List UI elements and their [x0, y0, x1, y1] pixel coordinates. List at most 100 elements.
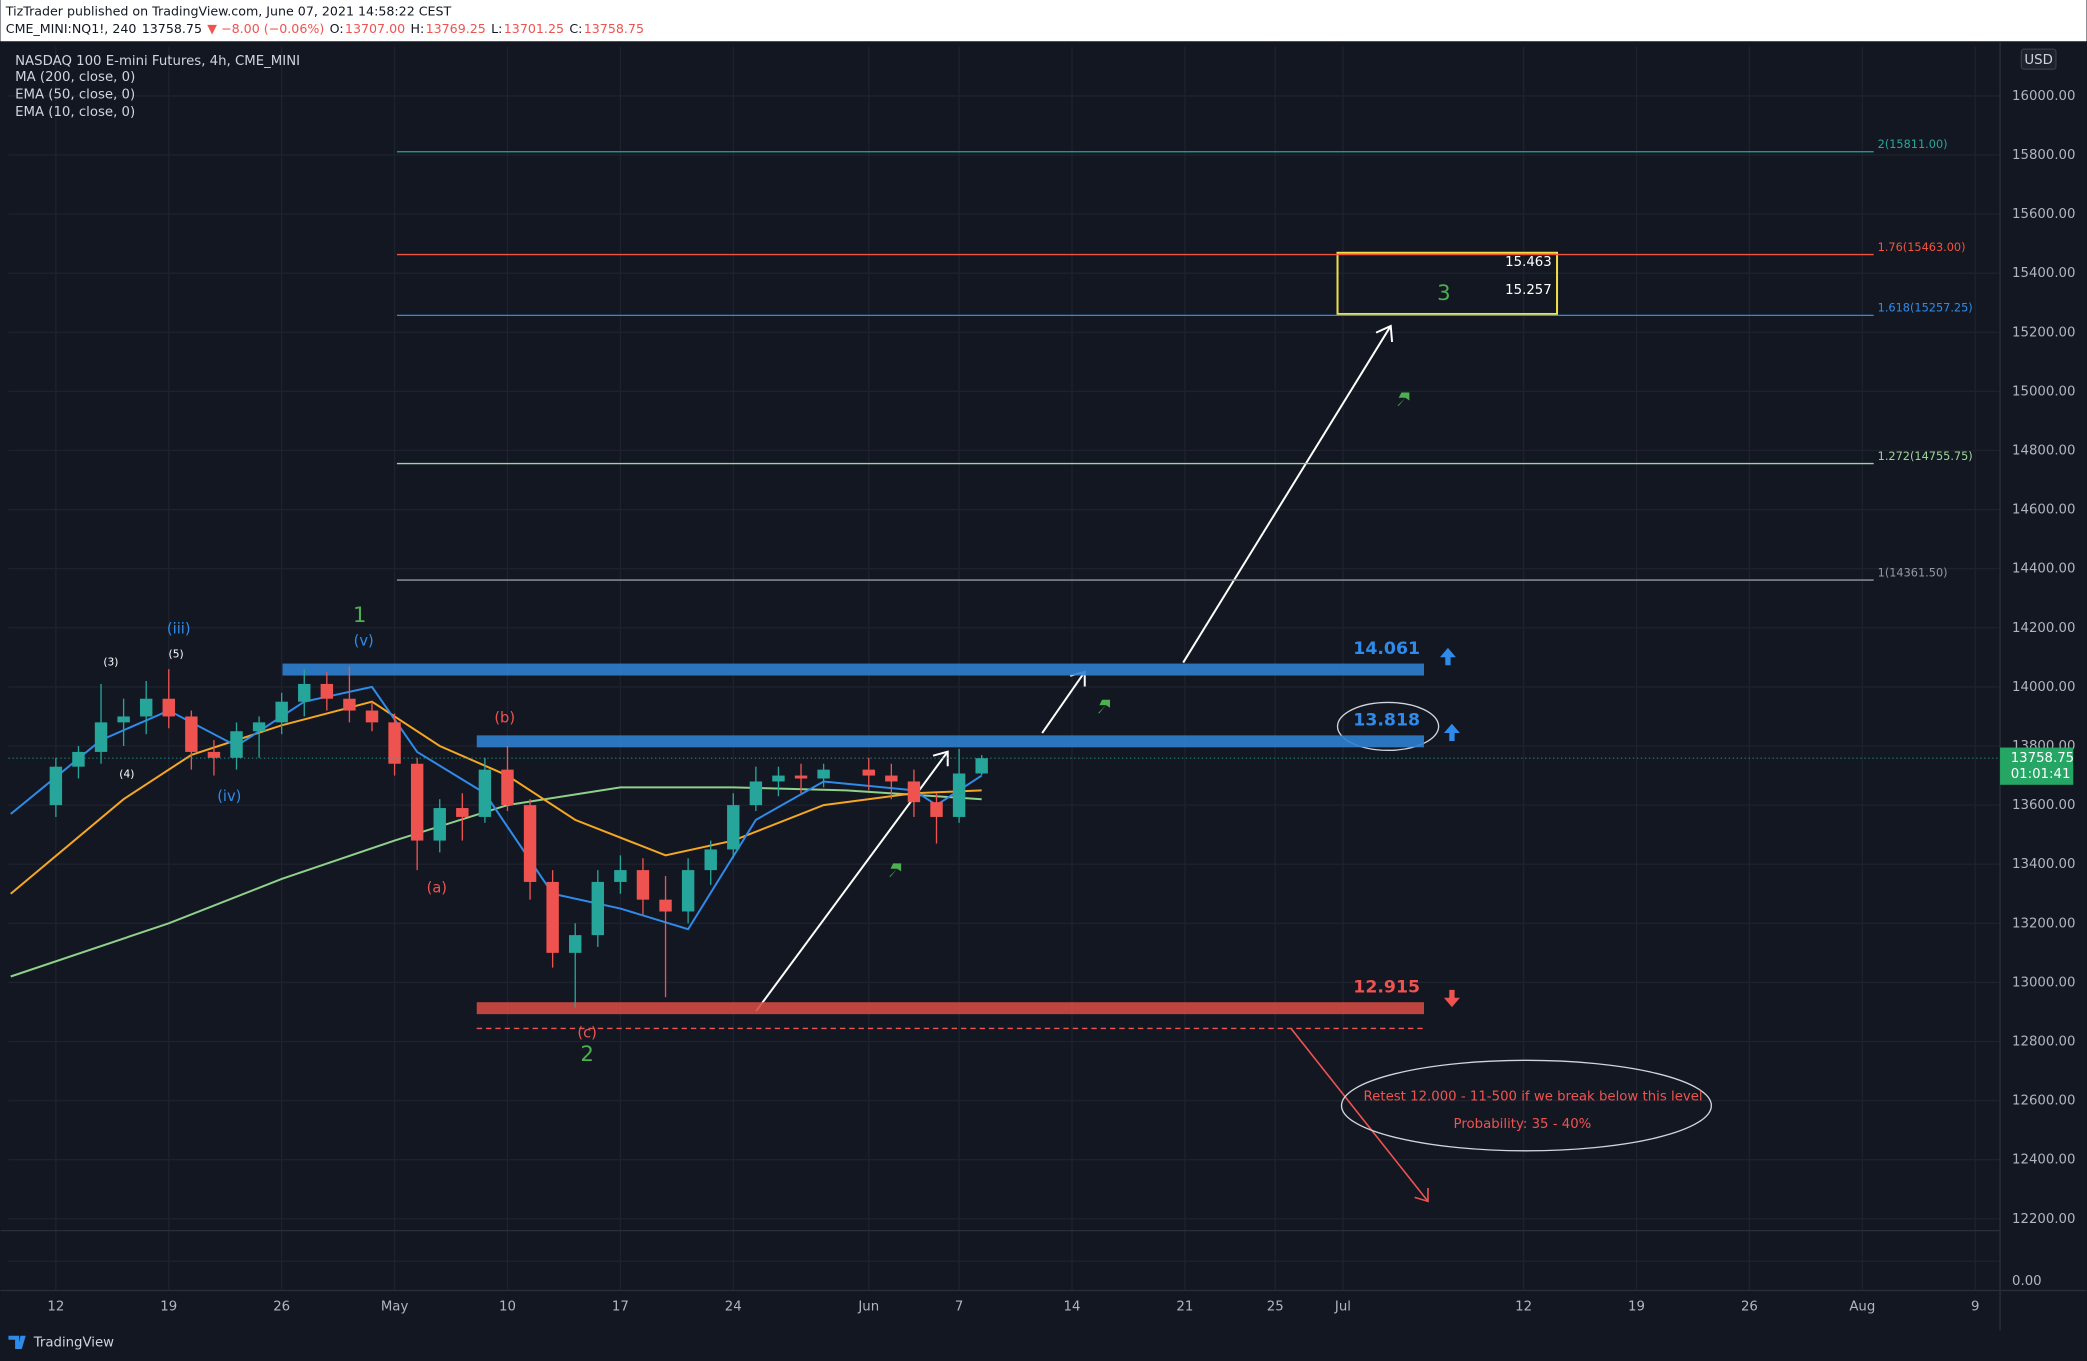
header-text: 13769.25: [426, 21, 486, 36]
y-tick-label: 12800.00: [2012, 1035, 2075, 1050]
legend-item: EMA (50, close, 0): [15, 87, 135, 102]
y-tick-label: 12400.00: [2012, 1153, 2075, 1168]
x-tick-label: Jun: [857, 1299, 879, 1314]
price-tag-countdown: 01:01:41: [2011, 767, 2071, 782]
currency: USD: [2024, 53, 2052, 68]
y-tick-label: 16000.00: [2012, 89, 2075, 104]
down-arrow: [1290, 1027, 1429, 1203]
y-tick-label: 0.00: [2012, 1274, 2042, 1289]
candle-body: [659, 899, 672, 912]
header-text: 13758.75: [584, 21, 644, 36]
x-tick-label: 12: [1515, 1299, 1532, 1314]
x-tick-label: 19: [1628, 1299, 1645, 1314]
header-text: CME_MINI:NQ1!, 240: [6, 21, 137, 36]
candle-body: [591, 881, 605, 936]
candle-body: [207, 751, 221, 758]
fib-label: 1.272(14755.75): [1878, 450, 1973, 463]
currency-box: [2020, 48, 2057, 70]
zone-label: 13.818: [1353, 711, 1420, 731]
wave-label: (a): [427, 880, 447, 897]
symbol-line: CME_MINI:NQ1!, 240 13758.75 ▼ −8.00 (−0.06…: [6, 21, 644, 36]
header-text: 13701.25: [504, 21, 564, 36]
x-tick-label: May: [381, 1299, 409, 1314]
candle-body: [907, 781, 921, 803]
candle-body: [975, 758, 988, 774]
x-tick-label: 14: [1064, 1299, 1081, 1314]
candle-body: [410, 763, 424, 841]
candle-body: [117, 716, 130, 723]
x-tick-label: 12: [47, 1299, 64, 1314]
x-tick-label: 26: [273, 1299, 290, 1314]
candle-body: [320, 683, 334, 699]
x-tick-label: 17: [612, 1299, 629, 1314]
target-label: 15.463: [1505, 255, 1552, 270]
y-tick-label: 15200.00: [2012, 325, 2075, 340]
fib-label: 2(15811.00): [1878, 138, 1948, 151]
zone: [282, 663, 1424, 676]
header-text: O:: [330, 21, 344, 36]
candle-body: [523, 805, 537, 882]
candle-body: [614, 870, 627, 882]
note: Probability: 35 - 40%: [1454, 1117, 1592, 1132]
y-tick-label: 13000.00: [2012, 975, 2075, 990]
candle-body: [275, 701, 288, 723]
candle-body: [749, 781, 763, 806]
candle-body: [139, 698, 153, 717]
candle-body: [794, 775, 808, 779]
wave-label: (v): [354, 632, 374, 649]
legend-item: EMA (10, close, 0): [15, 105, 135, 120]
y-tick-label: 15000.00: [2012, 384, 2075, 399]
wave-label: (5): [169, 648, 184, 661]
y-tick-label: 12600.00: [2012, 1094, 2075, 1109]
y-tick-label: 13400.00: [2012, 857, 2075, 872]
wave-label: (iv): [217, 788, 241, 805]
candle-body: [365, 710, 379, 723]
zone: [476, 1002, 1424, 1015]
green-arrows: [889, 392, 1410, 877]
wave-label: (iii): [167, 620, 191, 637]
fib-label: 1.618(15257.25): [1878, 302, 1973, 315]
candle-body: [456, 808, 469, 817]
wave-label: 2: [580, 1042, 594, 1067]
candle-body: [817, 769, 830, 779]
zone-label: 12.915: [1353, 978, 1420, 998]
legend-item: MA (200, close, 0): [15, 70, 135, 85]
header-text: ▼ −8.00 (−0.06%): [207, 21, 324, 36]
logo-icon: [8, 1335, 26, 1350]
candle-body: [885, 775, 898, 782]
footer-logo: TradingView: [33, 1335, 114, 1350]
y-tick-label: 13200.00: [2012, 916, 2075, 931]
candle-body: [343, 698, 356, 711]
header-bar: [0, 0, 2087, 42]
chart-title: NASDAQ 100 E-mini Futures, 4h, CME_MINI: [15, 54, 300, 69]
x-tick-label: Jul: [1334, 1299, 1351, 1314]
y-tick-label: 14800.00: [2012, 444, 2075, 459]
candle-body: [772, 775, 785, 782]
x-tick-label: 26: [1741, 1299, 1758, 1314]
candle-body: [636, 870, 650, 900]
candle-body: [433, 808, 446, 841]
candle-body: [862, 769, 875, 776]
wave-label: (4): [119, 767, 134, 780]
fib-label: 1(14361.50): [1878, 566, 1948, 579]
candle-body: [72, 751, 85, 767]
y-tick-label: 15800.00: [2012, 148, 2075, 163]
candle-body: [185, 716, 198, 752]
candle-body: [388, 722, 401, 764]
x-tick-label: 9: [1971, 1299, 1979, 1314]
header-text: C:: [569, 21, 582, 36]
candle-body: [162, 698, 175, 717]
candle-body: [230, 731, 243, 758]
wave-label: 3: [1437, 281, 1451, 306]
x-tick-label: 10: [499, 1299, 516, 1314]
level-arrows: [1439, 647, 1460, 1008]
header-text: 13707.00: [345, 21, 405, 36]
y-tick-label: 12200.00: [2012, 1212, 2075, 1227]
header-text: H:: [410, 21, 424, 36]
price-tag-value: 13758.75: [2011, 751, 2074, 766]
target-box: [1336, 251, 1559, 315]
x-tick-label: 24: [725, 1299, 742, 1314]
price-tag: [2000, 747, 2074, 785]
fib-label: 1.76(15463.00): [1878, 241, 1966, 254]
candle-body: [478, 769, 492, 817]
